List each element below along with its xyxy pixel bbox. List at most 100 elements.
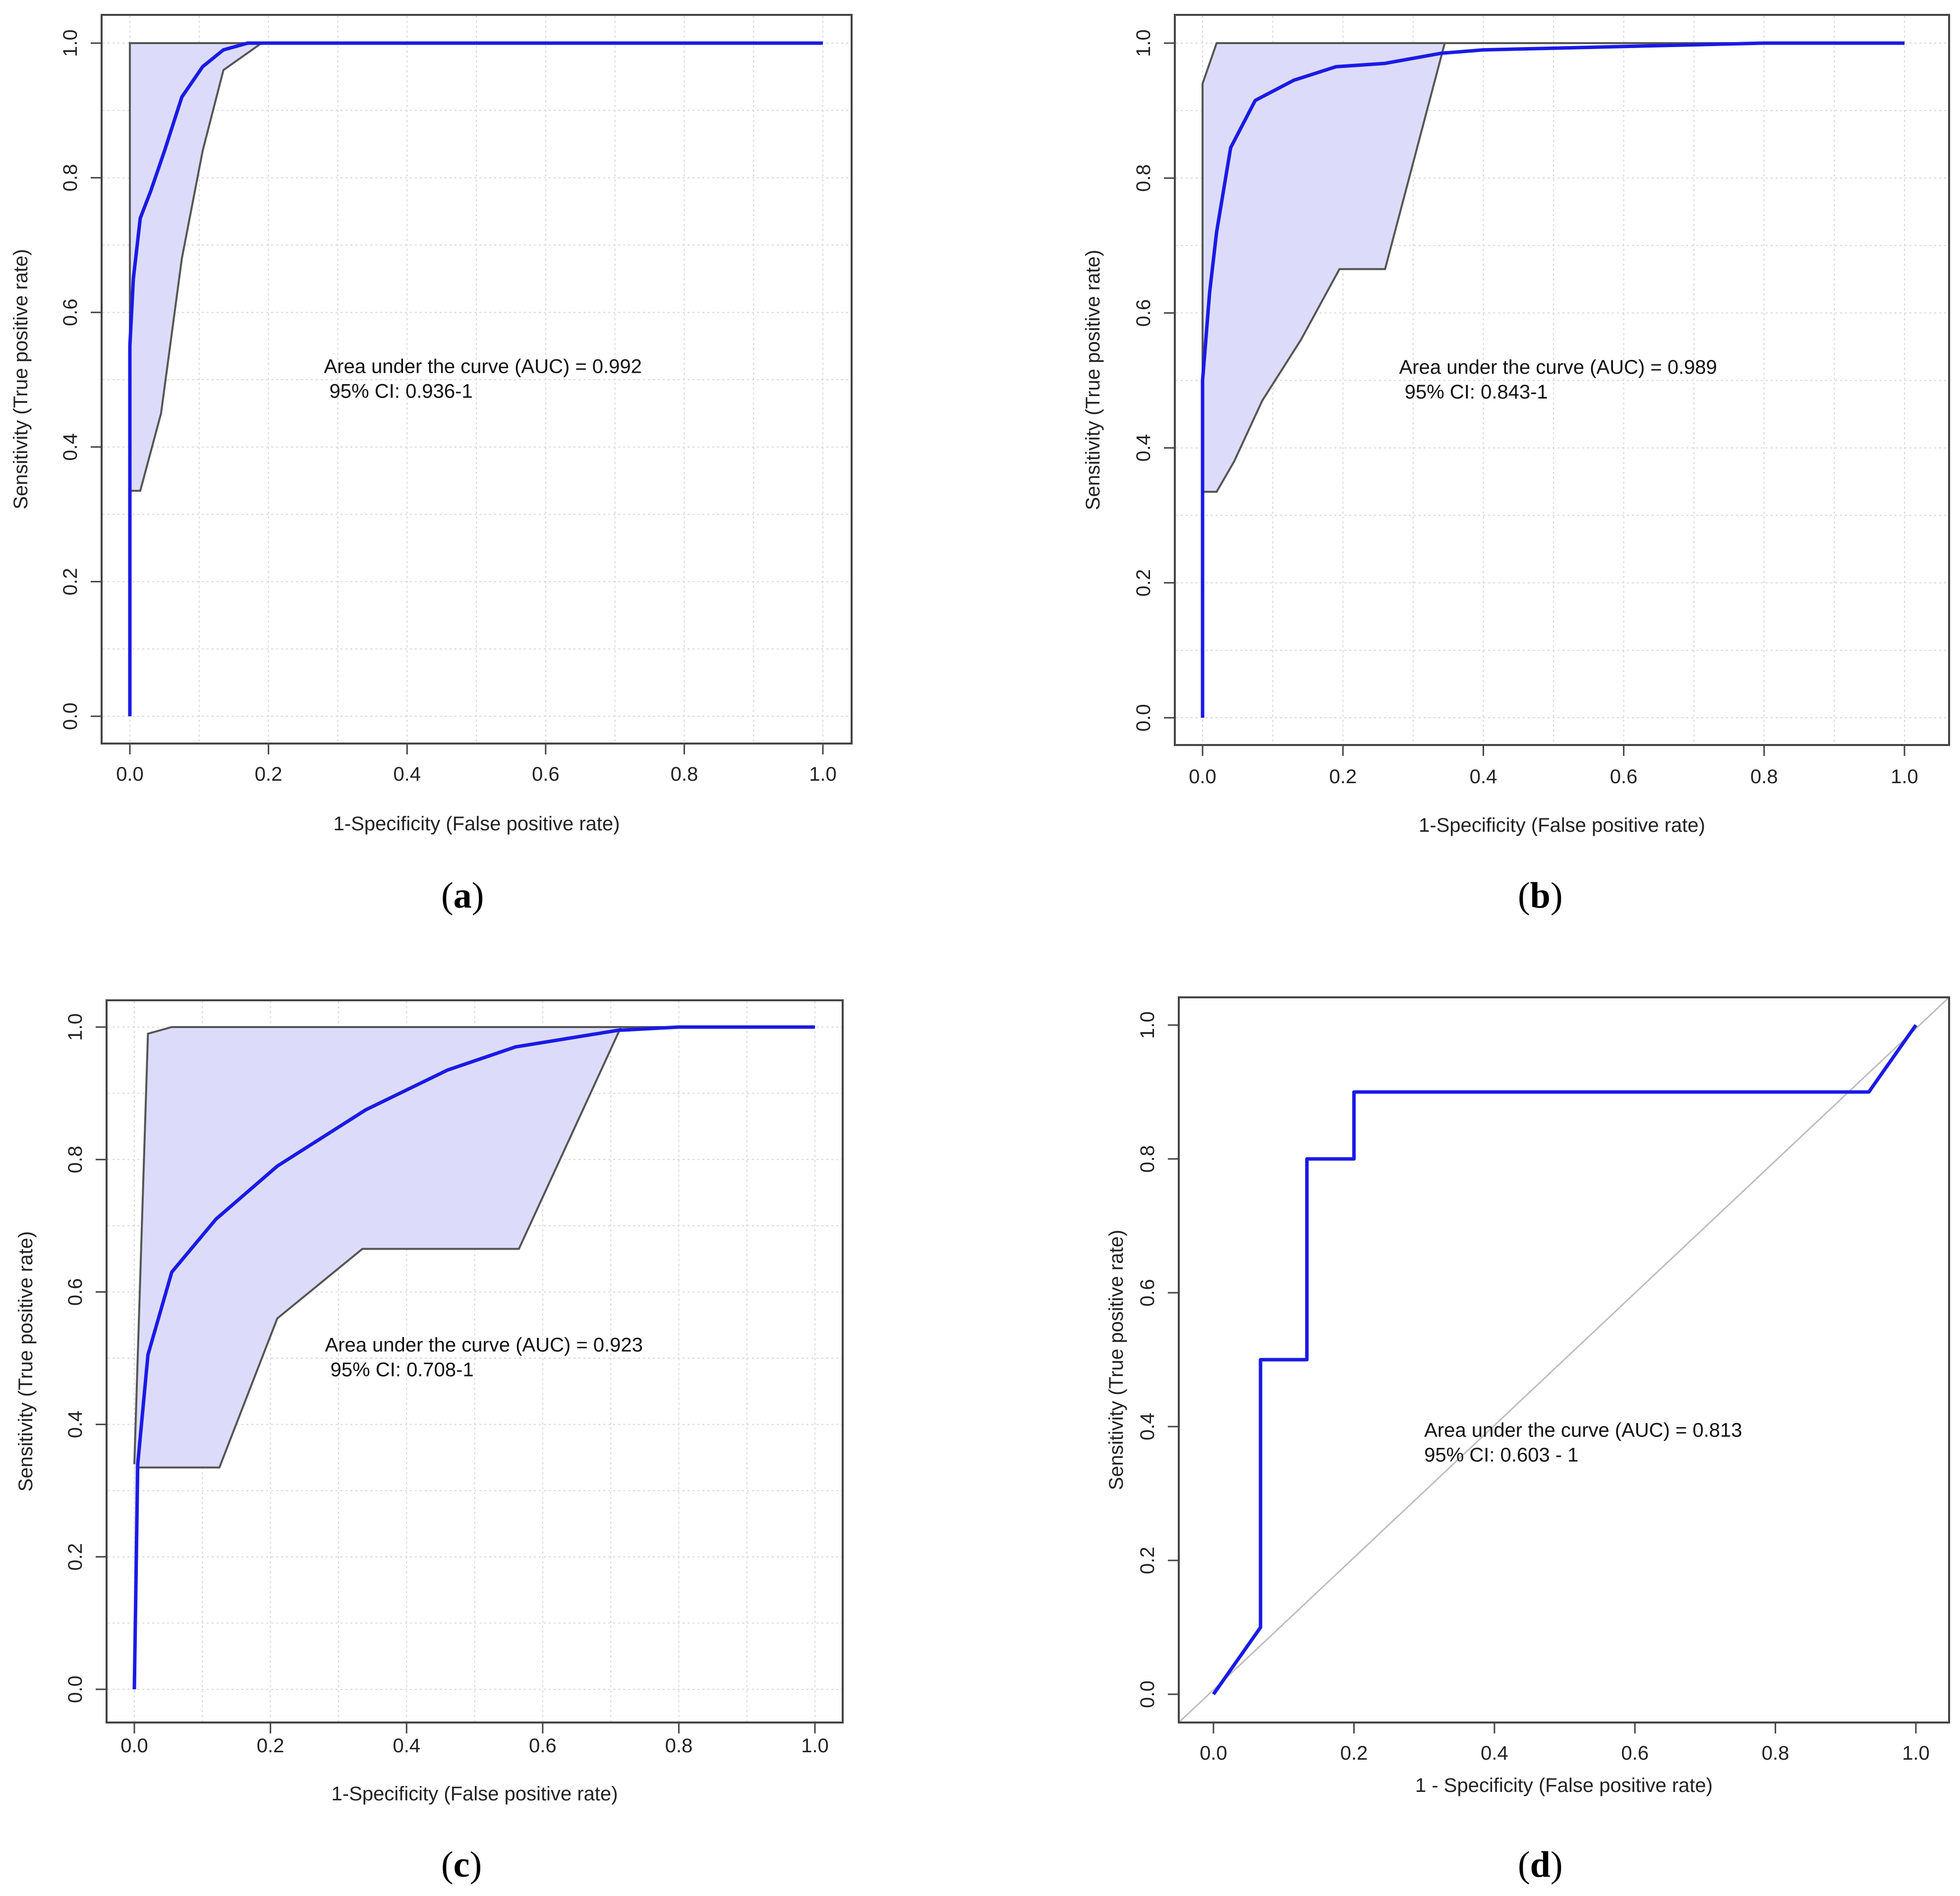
ci-band: [130, 43, 823, 716]
x-axis: 0.0 0.2 0.4 0.6 0.8 1.0: [1189, 745, 1918, 788]
y-axis-title: Sensitivity (True positive rate): [10, 249, 32, 509]
ci-annotation: 95% CI: 0.843-1: [1399, 381, 1548, 403]
y-axis: 0.0 0.2 0.4 0.6 0.8 1.0: [1133, 29, 1175, 732]
x-tick-label: 1.0: [801, 1735, 829, 1757]
grid-lines: [103, 16, 851, 743]
roc-curve-line: [1212, 1024, 1917, 1696]
ci-annotation: 95% CI: 0.603 - 1: [1424, 1444, 1578, 1466]
ci-lower-line: [1202, 43, 1446, 718]
panel-label-a: (a): [441, 875, 484, 916]
x-tick-label: 0.4: [1481, 1742, 1508, 1764]
y-tick-label: 0.2: [59, 568, 81, 596]
x-tick-label: 1.0: [1902, 1742, 1930, 1764]
y-tick-label: 0.2: [1133, 569, 1154, 597]
y-axis-title: Sensitivity (True positive rate): [1105, 1230, 1127, 1490]
x-tick-label: 0.8: [665, 1735, 693, 1757]
x-tick-label: 0.8: [671, 763, 698, 785]
y-tick-label: 0.0: [64, 1675, 86, 1703]
x-axis: 0.0 0.2 0.4 0.6 0.8 1.0: [116, 744, 837, 785]
ci-annotation: 95% CI: 0.708-1: [325, 1359, 473, 1381]
y-tick-label: 0.6: [1137, 1279, 1158, 1307]
roc-chart-c: 0.0 0.2 0.4 0.6 0.8 1.0 0.0 0.2 0.4 0.6 0.8 1.0 1-Sp…: [15, 999, 844, 1805]
y-tick-label: 1.0: [59, 29, 81, 57]
y-tick-label: 0.0: [1137, 1680, 1158, 1708]
x-tick-label: 0.2: [1340, 1742, 1368, 1764]
plot-frame: [1174, 14, 1950, 746]
x-tick-label: 0.2: [255, 763, 283, 785]
y-tick-label: 0.4: [1137, 1413, 1158, 1440]
x-tick-label: 0.0: [1200, 1742, 1227, 1764]
x-tick-label: 0.2: [1329, 766, 1357, 788]
y-tick-label: 0.0: [59, 702, 81, 730]
y-axis-title: Sensitivity (True positive rate): [1082, 250, 1104, 510]
y-axis-title: Sensitivity (True positive rate): [15, 1231, 37, 1492]
x-tick-label: 0.6: [1610, 766, 1638, 788]
auc-annotation: Area under the curve (AUC) = 0.923: [325, 1334, 642, 1356]
y-tick-label: 0.2: [1137, 1547, 1158, 1574]
x-tick-label: 1.0: [1891, 766, 1918, 788]
x-tick-label: 0.4: [393, 763, 421, 785]
x-tick-label: 0.6: [1621, 1742, 1649, 1764]
x-tick-label: 0.6: [529, 1735, 557, 1757]
x-tick-label: 0.8: [1750, 766, 1778, 788]
ci-upper-line: [133, 1026, 815, 1464]
y-tick-label: 0.6: [59, 298, 81, 326]
x-axis-title: 1-Specificity (False positive rate): [332, 1783, 618, 1805]
plot-frame: [106, 999, 844, 1724]
ci-upper-line: [1202, 42, 1904, 718]
ci-band: [134, 1027, 815, 1689]
ci-band: [1203, 43, 1904, 718]
y-tick-label: 0.8: [1133, 164, 1154, 192]
x-axis-title: 1 - Specificity (False positive rate): [1415, 1775, 1713, 1796]
panel-label-b: (b): [1518, 875, 1563, 916]
x-tick-label: 0.2: [257, 1735, 285, 1757]
x-axis: 0.0 0.2 0.4 0.6 0.8 1.0: [1200, 1723, 1930, 1764]
y-tick-label: 0.8: [59, 164, 81, 192]
ci-annotation: 95% CI: 0.936-1: [324, 380, 472, 402]
panel-b: 0.0 0.2 0.4 0.6 0.8 1.0 0.0 0.2 0.4 0.6 0.8 1.0 1-Sp…: [1082, 14, 1950, 916]
y-tick-label: 0.2: [64, 1543, 86, 1571]
y-tick-label: 1.0: [64, 1013, 86, 1041]
y-tick-label: 1.0: [1133, 29, 1154, 57]
x-axis-title: 1-Specificity (False positive rate): [1419, 814, 1705, 836]
roc-chart-a: 0.0 0.2 0.4 0.6 0.8 1.0 0.0 0.2 0.4 0.6 0.8 1.0 1-Sp…: [10, 14, 853, 835]
y-tick-label: 1.0: [1137, 1011, 1158, 1039]
roc-curve-line: [1201, 41, 1904, 718]
x-tick-label: 0.0: [1189, 766, 1216, 788]
y-axis: 0.0 0.2 0.4 0.6 0.8 1.0: [64, 1013, 107, 1703]
x-tick-label: 0.4: [1470, 766, 1498, 788]
panel-label-d: (d): [1518, 1844, 1563, 1885]
y-tick-label: 0.4: [64, 1411, 86, 1438]
roc-curve-line: [132, 1025, 815, 1690]
y-tick-label: 0.6: [1133, 299, 1154, 327]
x-tick-label: 0.4: [393, 1735, 420, 1757]
x-tick-label: 0.0: [116, 763, 144, 785]
y-axis: 0.0 0.2 0.4 0.6 0.8 1.0: [1137, 1011, 1179, 1708]
x-tick-label: 1.0: [809, 763, 837, 785]
auc-annotation: Area under the curve (AUC) = 0.992: [324, 355, 641, 377]
plot-frame: [1178, 996, 1950, 1724]
y-tick-label: 0.6: [64, 1278, 86, 1306]
y-axis: 0.0 0.2 0.4 0.6 0.8 1.0: [59, 29, 102, 730]
y-tick-label: 0.8: [64, 1146, 86, 1173]
panel-label-c: (c): [441, 1844, 482, 1885]
x-tick-label: 0.8: [1762, 1742, 1789, 1764]
roc-chart-b: 0.0 0.2 0.4 0.6 0.8 1.0 0.0 0.2 0.4 0.6 0.8 1.0 1-Sp…: [1082, 14, 1950, 836]
y-tick-label: 0.0: [1133, 704, 1154, 732]
reference-diagonal: [1178, 996, 1950, 1724]
y-tick-label: 0.4: [1133, 434, 1154, 462]
x-tick-label: 0.0: [120, 1735, 148, 1757]
x-axis: 0.0 0.2 0.4 0.6 0.8 1.0: [120, 1723, 829, 1757]
panel-c: 0.0 0.2 0.4 0.6 0.8 1.0 0.0 0.2 0.4 0.6 0.8 1.0 1-Sp…: [15, 999, 844, 1885]
auc-annotation: Area under the curve (AUC) = 0.813: [1424, 1419, 1742, 1441]
plot-frame: [101, 14, 853, 745]
y-tick-label: 0.4: [59, 433, 81, 461]
x-tick-label: 0.6: [532, 763, 560, 785]
x-axis-title: 1-Specificity (False positive rate): [334, 813, 620, 835]
roc-curve-line: [128, 41, 823, 716]
y-tick-label: 0.8: [1137, 1145, 1158, 1173]
auc-annotation: Area under the curve (AUC) = 0.989: [1399, 356, 1717, 378]
panel-a: 0.0 0.2 0.4 0.6 0.8 1.0 0.0 0.2 0.4 0.6 0.8 1.0 1-Sp…: [0, 0, 980, 948]
